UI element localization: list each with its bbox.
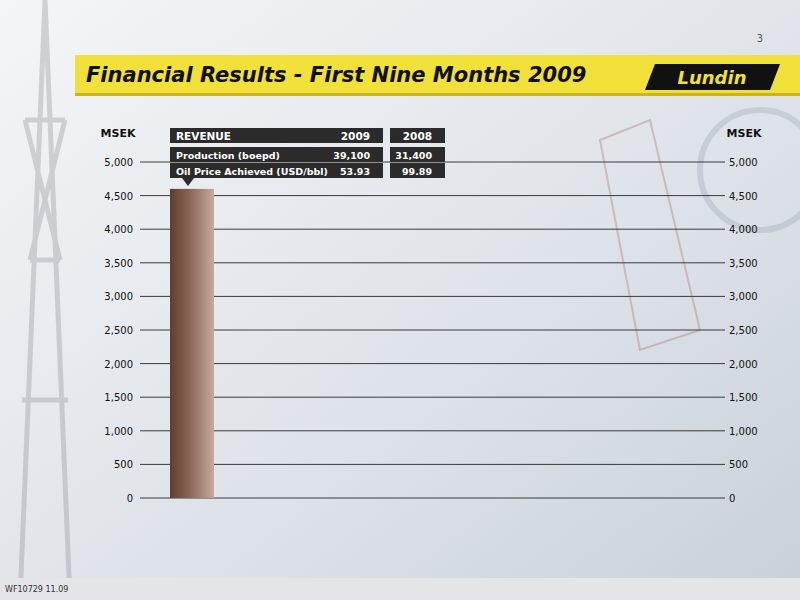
grid-line: [140, 229, 725, 230]
grid-line: [140, 330, 725, 331]
table-cell: Oil Price Achieved (USD/bbl): [176, 166, 328, 177]
y-tick-label: 1,000: [104, 426, 133, 437]
table-cell: 31,400: [395, 150, 432, 161]
revenue-table: REVENUE 2009 2008 Production (boepd) 39,100 3…: [170, 128, 445, 186]
table-cell: 53.93: [340, 166, 370, 177]
background: [0, 0, 800, 600]
y-tick-label: 0: [127, 493, 133, 504]
y2-tick-label: 1,500: [729, 392, 758, 403]
footer: WF10729 11.09: [5, 585, 68, 594]
crane: [600, 120, 700, 350]
y-tick-label: 1,500: [104, 392, 133, 403]
bar: [170, 189, 214, 498]
table-cell-bg: [390, 163, 445, 178]
title: Financial Results - First Nine Months 20…: [86, 63, 586, 87]
grid-line: [140, 262, 725, 263]
table-header: REVENUE: [176, 130, 231, 142]
slide: Financial Results - First Nine Months 20…: [0, 0, 800, 600]
y2-tick-label: 0: [729, 493, 735, 504]
page-number: 3: [757, 33, 763, 44]
title-band-edge: [75, 93, 800, 96]
slide-canvas: Financial Results - First Nine Months 20…: [0, 0, 800, 600]
y-tick-label: 5,000: [104, 157, 133, 168]
grid-line: [140, 397, 725, 398]
derrick: [20, 0, 70, 600]
y2-tick-label: 2,000: [729, 359, 758, 370]
table-cell-bg: [170, 128, 383, 143]
table-cell: Production (boepd): [176, 150, 280, 161]
y2-tick-label: 3,000: [729, 291, 758, 302]
y-tick-label: 2,000: [104, 359, 133, 370]
y2-tick-label: 4,500: [729, 191, 758, 202]
bars: [170, 189, 214, 498]
table-cell-bg: [390, 147, 445, 162]
y2-axis-label: MSEK: [727, 127, 762, 140]
grid-line: [140, 498, 725, 499]
y2-tick-label: 5,000: [729, 157, 758, 168]
grid-line: [140, 430, 725, 431]
y2-tick-label: 2,500: [729, 325, 758, 336]
table-header: 2008: [403, 130, 432, 142]
table-cell-bg: [390, 128, 445, 143]
logo: Lundin: [678, 67, 747, 88]
table-header: 2009: [341, 130, 370, 142]
y-tick-label: 2,500: [104, 325, 133, 336]
grid-line: [140, 464, 725, 465]
y-axis: 0 0 500 500 1,000 1,000 1,500 1,500 2,000 2,000 2,…: [104, 157, 757, 504]
grid-line: [140, 363, 725, 364]
y-tick-label: 500: [114, 459, 133, 470]
table-cell-bg: [170, 163, 383, 178]
table-cell: 99.89: [402, 166, 432, 177]
y2-tick-label: 4,000: [729, 224, 758, 235]
decoration: [20, 0, 800, 600]
grid-line: [140, 195, 725, 196]
y2-tick-label: 3,500: [729, 258, 758, 269]
y-tick-label: 3,500: [104, 258, 133, 269]
y-tick-label: 4,500: [104, 191, 133, 202]
y2-tick-label: 500: [729, 459, 748, 470]
y-axis-label: MSEK: [101, 127, 136, 140]
grid-line: [140, 296, 725, 297]
table-cell: 39,100: [333, 150, 370, 161]
footer-band: [0, 578, 800, 600]
table-cell-bg: [170, 147, 383, 162]
logo-box: [645, 64, 780, 90]
table-pointer: [182, 178, 194, 186]
y-tick-label: 3,000: [104, 291, 133, 302]
helipad: [700, 110, 800, 230]
y-tick-label: 4,000: [104, 224, 133, 235]
title-band: [75, 55, 800, 95]
y2-tick-label: 1,000: [729, 426, 758, 437]
